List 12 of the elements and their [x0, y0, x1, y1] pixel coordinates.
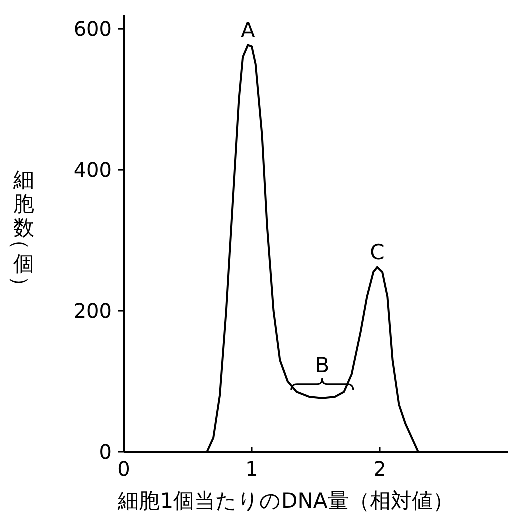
- annotation: C: [370, 240, 385, 264]
- y-axis-title: 細胞数（個）: [8, 168, 34, 297]
- y-tick-label: 400: [74, 158, 112, 182]
- y-tick-label: 200: [74, 299, 112, 324]
- y-tick-label: 600: [74, 17, 112, 42]
- annotation: A: [240, 18, 256, 42]
- x-tick-label: 0: [118, 457, 130, 481]
- annotation: B: [315, 353, 330, 378]
- x-axis-title: 細胞1個当たりのDNA量（相対値）: [117, 489, 454, 513]
- x-tick-label: 1: [246, 457, 258, 481]
- y-tick-label: 0: [99, 440, 112, 464]
- x-tick-label: 2: [374, 457, 386, 481]
